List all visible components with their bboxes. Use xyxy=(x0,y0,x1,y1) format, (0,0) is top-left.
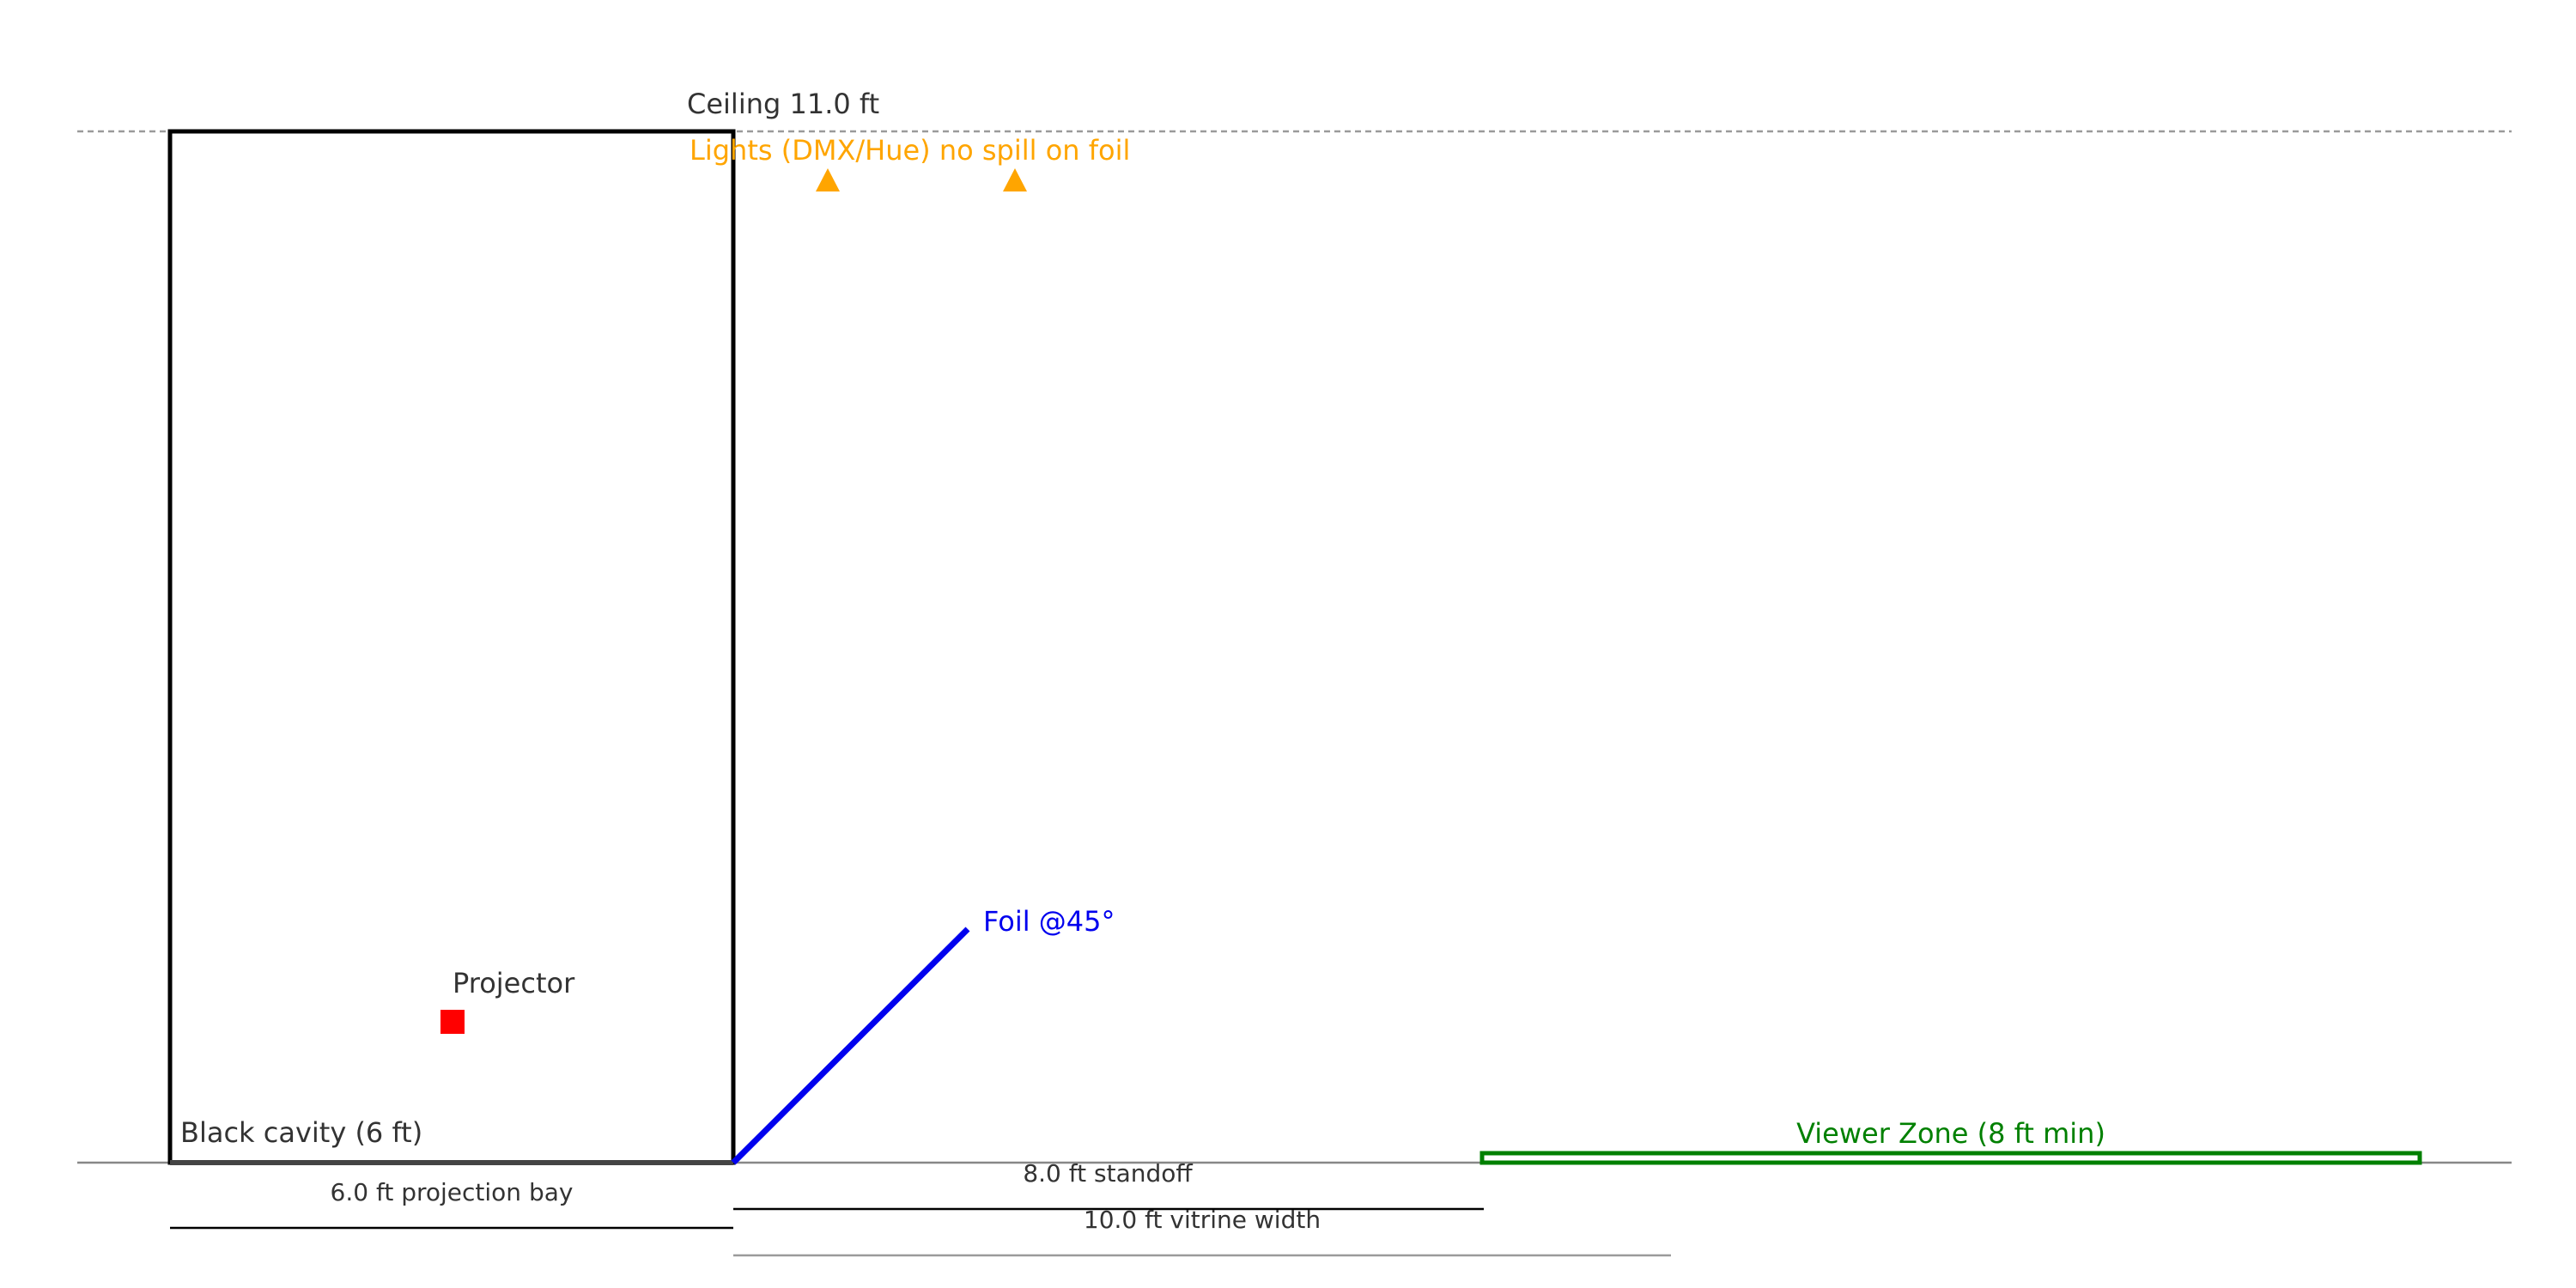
black-cavity xyxy=(167,129,736,1165)
projector-marker xyxy=(440,1010,465,1034)
standoff-dimension-label: 8.0 ft standoff xyxy=(1023,1159,1193,1188)
projection-bay-dimension-label: 6.0 ft projection bay xyxy=(331,1178,574,1206)
viewer-zone xyxy=(1479,1151,2422,1165)
vitrine-width-dimension-label: 10.0 ft vitrine width xyxy=(1084,1206,1321,1234)
light-marker-1 xyxy=(816,168,840,191)
foil-label: Foil @45° xyxy=(983,905,1115,938)
viewer-zone-label: Viewer Zone (8 ft min) xyxy=(1796,1117,2105,1150)
light-marker-2 xyxy=(1003,168,1027,191)
lights-label: Lights (DMX/Hue) no spill on foil xyxy=(690,134,1130,167)
ceiling-label: Ceiling 11.0 ft xyxy=(687,88,879,120)
projector-label: Projector xyxy=(453,967,575,999)
foil-line xyxy=(731,927,970,1165)
cavity-label: Black cavity (6 ft) xyxy=(180,1116,422,1149)
